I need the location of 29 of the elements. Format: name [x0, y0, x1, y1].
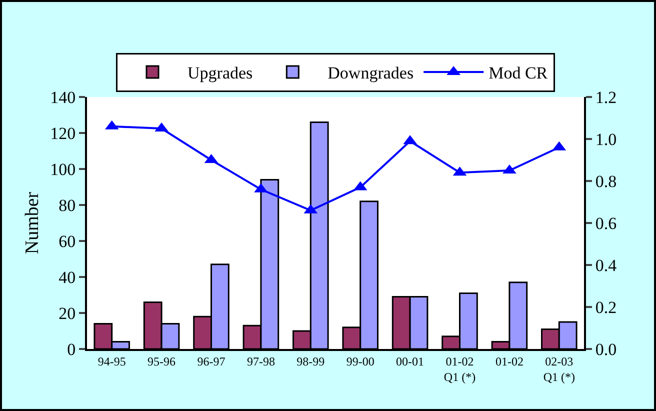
y-tick-label: 120 [50, 124, 76, 143]
y2-tick-label: 0.6 [595, 214, 617, 233]
legend-label: Mod CR [488, 64, 548, 83]
y-tick-label: 60 [58, 232, 76, 251]
x-tick-label: 01-02 Q1 (*) [444, 354, 476, 384]
x-tick-label: 00-01 [396, 354, 424, 368]
y-tick-label: 80 [58, 196, 76, 215]
y-tick-label: 0 [67, 340, 76, 359]
y2-tick-label: 0.2 [595, 298, 617, 317]
x-tick-label: 02-03 Q1 (*) [543, 354, 575, 384]
y-tick-label: 20 [58, 304, 76, 323]
y2-tick-label: 1.2 [595, 88, 617, 107]
y-axis-title: Number [22, 191, 43, 254]
x-tick-label: 99-00 [346, 354, 374, 368]
x-tick-label: 97-98 [246, 354, 275, 368]
y2-tick-label: 1.0 [595, 130, 617, 149]
x-tick-label: 01-02 [495, 354, 524, 368]
y2-tick-label: 0.4 [595, 256, 618, 275]
y-tick-label: 100 [50, 160, 76, 179]
legend-label: Downgrades [328, 64, 414, 83]
x-tick-label: 95-96 [148, 354, 176, 368]
y2-tick-label: 0.8 [595, 172, 617, 191]
y-tick-label: 40 [58, 268, 76, 287]
x-tick-label: 98-99 [296, 354, 325, 368]
y-tick-label: 140 [50, 88, 76, 107]
x-tick-label: 96-97 [197, 354, 226, 368]
y2-tick-label: 0.0 [595, 340, 617, 359]
legend-label: Upgrades [188, 64, 253, 83]
x-tick-label: 94-95 [98, 354, 126, 368]
